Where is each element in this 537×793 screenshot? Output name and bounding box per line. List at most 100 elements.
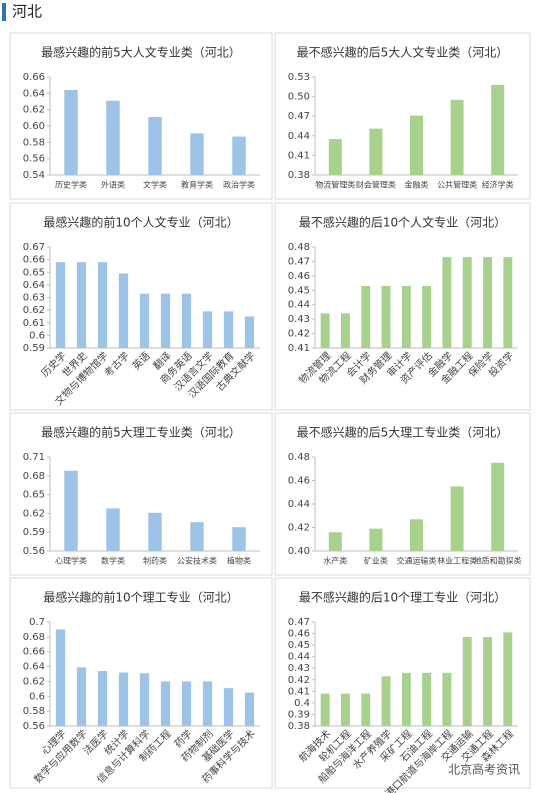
bar [181, 681, 192, 726]
y-tick-label: 0.65 [23, 490, 45, 501]
y-tick-label: 0.56 [23, 721, 45, 732]
bar [442, 672, 452, 726]
y-tick-label: 0.42 [288, 675, 310, 686]
bar [369, 528, 383, 551]
x-tick-label: 外语类 [101, 180, 125, 190]
bar [223, 311, 234, 348]
y-tick-label: 0.38 [288, 721, 310, 732]
bar [64, 90, 78, 175]
bar [148, 117, 162, 175]
x-tick-label: 制药类 [143, 556, 167, 566]
y-tick-label: 0.54 [23, 170, 45, 181]
y-tick-label: 0.46 [288, 271, 310, 282]
y-tick-label: 0.63 [23, 293, 45, 304]
y-tick-label: 0.50 [288, 92, 310, 103]
chart-title: 最感兴趣的前5大人文专业类（河北） [41, 45, 241, 60]
y-tick-label: 0.46 [288, 629, 310, 640]
x-tick-label: 心理学类 [55, 556, 87, 566]
bar [76, 667, 87, 726]
panel [9, 412, 273, 576]
y-tick-label: 0.47 [288, 111, 310, 122]
bar [450, 99, 464, 175]
bar [401, 672, 411, 726]
bar [320, 693, 330, 726]
y-tick-label: 0.62 [23, 508, 45, 519]
watermark: 北京高考资讯 [448, 762, 520, 777]
chart-title: 最感兴趣的前10个理工专业（河北） [43, 590, 238, 605]
bar [462, 637, 472, 726]
x-tick-label: 地质和勘探类 [474, 556, 522, 566]
y-tick-label: 0.44 [288, 131, 310, 142]
bar [139, 293, 150, 348]
x-tick-label: 公共管理类 [437, 180, 477, 190]
y-tick-label: 0.65 [23, 267, 45, 278]
x-tick-label: 林业工程类 [437, 556, 477, 566]
y-tick-label: 0.40 [288, 546, 310, 557]
bar [202, 311, 213, 348]
bar [422, 672, 432, 726]
panel [274, 412, 531, 576]
bar [106, 100, 120, 175]
y-tick-label: 0.64 [23, 88, 45, 99]
y-tick-label: 0.44 [288, 652, 310, 663]
y-tick-label: 0.59 [23, 527, 45, 538]
bar [381, 285, 391, 348]
y-tick-label: 0.41 [288, 343, 310, 354]
y-tick-label: 0.41 [288, 150, 310, 161]
bar [491, 84, 505, 175]
y-tick-label: 0.45 [288, 640, 310, 651]
x-tick-label: 交通运输类 [397, 556, 437, 566]
bar [106, 508, 120, 551]
y-tick-label: 0.60 [23, 121, 45, 132]
x-tick-label: 物流管理类 [315, 180, 355, 190]
bar [232, 136, 246, 175]
x-tick-label: 金融类 [405, 180, 429, 190]
bar [202, 681, 213, 726]
bar [244, 316, 255, 348]
y-tick-label: 0.53 [288, 72, 310, 83]
y-tick-label: 0.66 [23, 647, 45, 658]
y-tick-label: 0.64 [23, 280, 45, 291]
bar [483, 257, 493, 348]
bar [139, 673, 150, 726]
chart-title: 最不感兴趣的后5大人文专业类（河北） [297, 45, 509, 60]
chart-title: 最感兴趣的前10个人文专业（河北） [43, 215, 238, 230]
y-tick-label: 0.62 [23, 305, 45, 316]
bar [328, 139, 342, 175]
chart-title: 最不感兴趣的后5大理工专业类（河北） [297, 425, 509, 440]
y-tick-label: 0.6 [29, 691, 45, 702]
y-tick-label: 0.42 [288, 329, 310, 340]
y-tick-label: 0.48 [288, 452, 310, 463]
bar [148, 512, 162, 551]
y-tick-label: 0.66 [23, 255, 45, 266]
chart-title: 最不感兴趣的后10个理工专业（河北） [299, 590, 506, 605]
x-tick-label: 公安技术类 [177, 556, 217, 566]
bar [503, 632, 513, 726]
bar [55, 262, 66, 348]
bar [369, 128, 383, 175]
x-tick-label: 数学类 [101, 556, 125, 566]
header-accent [2, 3, 6, 21]
bar [118, 672, 129, 726]
bar [422, 285, 432, 348]
bar [340, 693, 350, 726]
y-tick-label: 0.56 [23, 546, 45, 557]
bar [244, 692, 255, 726]
y-tick-label: 0.66 [23, 72, 45, 83]
y-tick-label: 0.43 [288, 663, 310, 674]
y-tick-label: 0.64 [23, 662, 45, 673]
bar [232, 527, 246, 551]
bar [442, 257, 452, 348]
x-tick-label: 教育学类 [181, 180, 213, 190]
bar [328, 532, 342, 551]
y-tick-label: 0.45 [288, 285, 310, 296]
y-tick-label: 0.44 [288, 499, 310, 510]
bar [181, 293, 192, 348]
bar [462, 257, 472, 348]
y-tick-label: 0.43 [288, 314, 310, 325]
bar [97, 262, 108, 348]
y-tick-label: 0.6 [29, 330, 45, 341]
y-tick-label: 0.61 [23, 318, 45, 329]
chart-title: 最不感兴趣的后10个人文专业（河北） [299, 215, 506, 230]
